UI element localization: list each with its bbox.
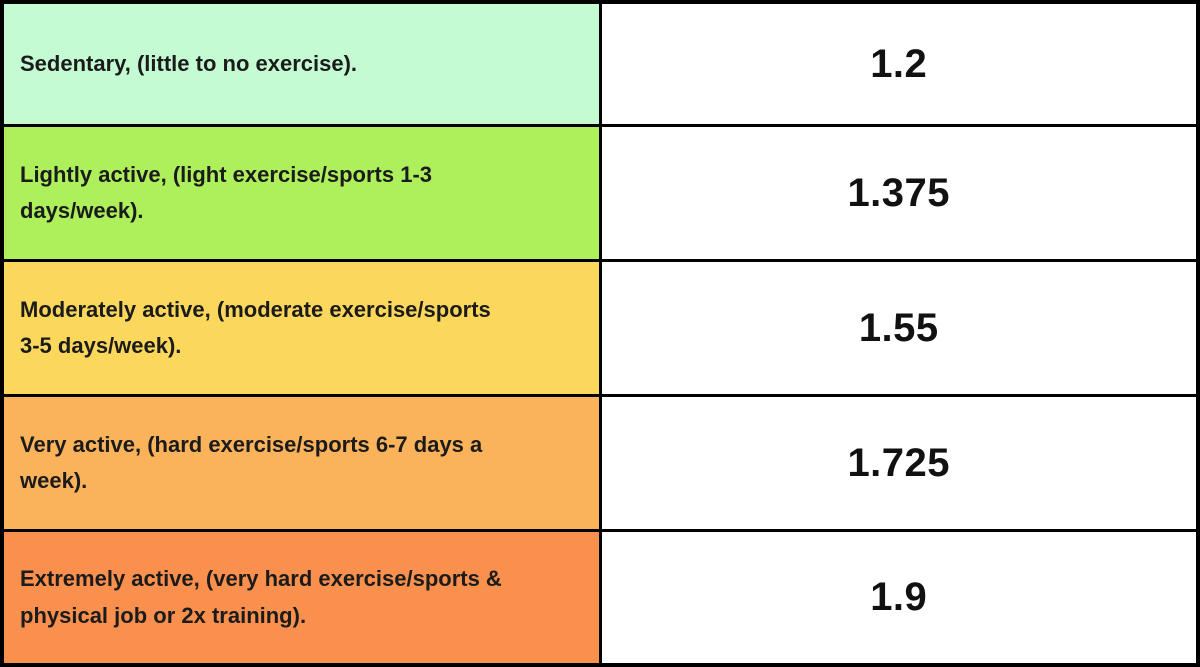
multiplier-cell: 1.375 <box>601 127 1196 259</box>
multiplier-value: 1.725 <box>847 440 951 485</box>
activity-level-cell: Extremely active, (very hard exercise/sp… <box>4 532 599 663</box>
activity-level-text: physical job or 2x training). <box>20 602 307 628</box>
activity-level-text: Extremely active, (very hard exercise/sp… <box>20 566 502 592</box>
activity-level-text: days/week). <box>20 198 144 223</box>
activity-level-cell: Sedentary, (little to no exercise). <box>4 4 599 124</box>
activity-level-cell: Very active, (hard exercise/sports 6-7 d… <box>4 397 599 529</box>
multiplier-cell: 1.55 <box>601 262 1196 394</box>
activity-level-text: Lightly active, (light exercise/sports 1… <box>20 161 433 187</box>
activity-level-text: Very active, (hard exercise/sports 6-7 d… <box>20 431 483 457</box>
multiplier-cell: 1.9 <box>601 532 1196 663</box>
activity-level-text: Moderately active, (moderate exercise/sp… <box>20 296 491 322</box>
activity-level-text: week). <box>20 468 88 493</box>
multiplier-value: 1.2 <box>870 41 928 86</box>
activity-level-text: Sedentary, (little to no exercise). <box>20 50 358 76</box>
multiplier-value: 1.9 <box>870 575 928 619</box>
multiplier-cell: 1.2 <box>601 4 1196 124</box>
activity-level-cell: Lightly active, (light exercise/sports 1… <box>4 127 599 259</box>
activity-level-text: 3-5 days/week). <box>20 333 182 358</box>
multiplier-value: 1.55 <box>858 305 939 350</box>
activity-level-cell: Moderately active, (moderate exercise/sp… <box>4 262 599 394</box>
multiplier-cell: 1.725 <box>601 397 1196 529</box>
multiplier-value: 1.375 <box>847 170 951 215</box>
